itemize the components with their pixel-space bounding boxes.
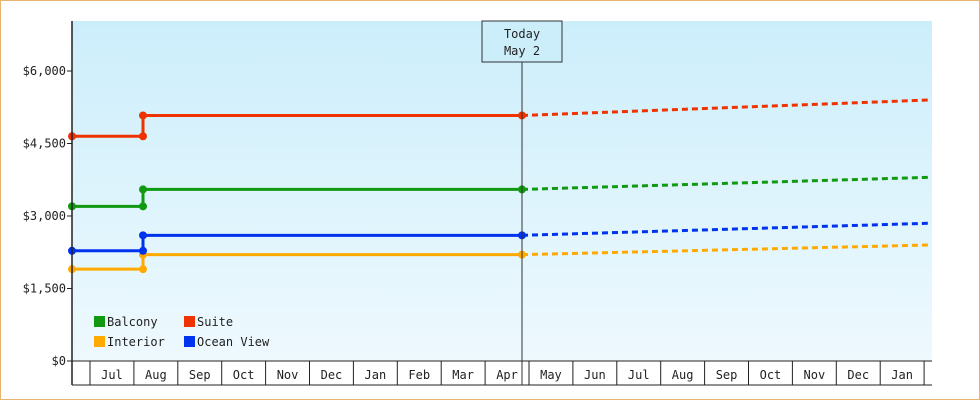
legend-label: Interior — [107, 335, 165, 349]
month-label: Aug — [672, 368, 694, 382]
month-label: Jan — [365, 368, 387, 382]
today-label: Today — [504, 27, 540, 41]
month-label: Jul — [101, 368, 123, 382]
month-label: Oct — [760, 368, 782, 382]
legend-label: Suite — [197, 315, 233, 329]
data-point — [139, 246, 147, 255]
series-line — [72, 113, 522, 138]
legend: Balcony Suite Interior Ocean View — [94, 315, 270, 349]
series-line — [72, 233, 522, 253]
month-label: Jul — [628, 368, 650, 382]
data-point — [139, 231, 147, 240]
month-label: Nov — [804, 368, 826, 382]
data-point — [139, 111, 147, 120]
today-box — [481, 20, 563, 63]
month-label: Oct — [233, 368, 255, 382]
forecast-line — [521, 98, 930, 117]
month-label: Jun — [584, 368, 606, 382]
legend-swatch — [184, 336, 195, 347]
legend-swatch — [94, 336, 105, 347]
data-point — [139, 185, 147, 194]
month-label: May — [540, 368, 562, 382]
forecast-line — [521, 221, 930, 237]
legend-swatch — [94, 316, 105, 327]
month-label: Sep — [189, 368, 211, 382]
series-line — [72, 187, 522, 208]
month-label: Dec — [847, 368, 869, 382]
legend-swatch — [184, 316, 195, 327]
month-label: Mar — [452, 368, 474, 382]
y-tick-label: $6,000 — [23, 64, 66, 78]
y-tick-label: $3,000 — [23, 209, 66, 223]
legend-label: Ocean View — [197, 335, 270, 349]
y-tick-label: $4,500 — [23, 137, 66, 151]
today-date: May 2 — [504, 44, 540, 58]
month-label: Sep — [716, 368, 738, 382]
month-label: Dec — [321, 368, 343, 382]
month-label: Apr — [496, 368, 518, 382]
month-label: Feb — [408, 368, 430, 382]
series-line — [72, 253, 522, 271]
data-point — [139, 265, 147, 274]
forecast-line — [521, 243, 930, 257]
month-label: Aug — [145, 368, 167, 382]
data-point — [139, 132, 147, 141]
month-label: Nov — [277, 368, 299, 382]
legend-label: Balcony — [107, 315, 158, 329]
forecast-line — [521, 175, 930, 191]
month-label: Jan — [891, 368, 913, 382]
y-tick-label: $1,500 — [23, 282, 66, 296]
data-point — [139, 202, 147, 211]
y-tick-label: $0 — [52, 354, 66, 368]
plot-background — [72, 21, 932, 361]
